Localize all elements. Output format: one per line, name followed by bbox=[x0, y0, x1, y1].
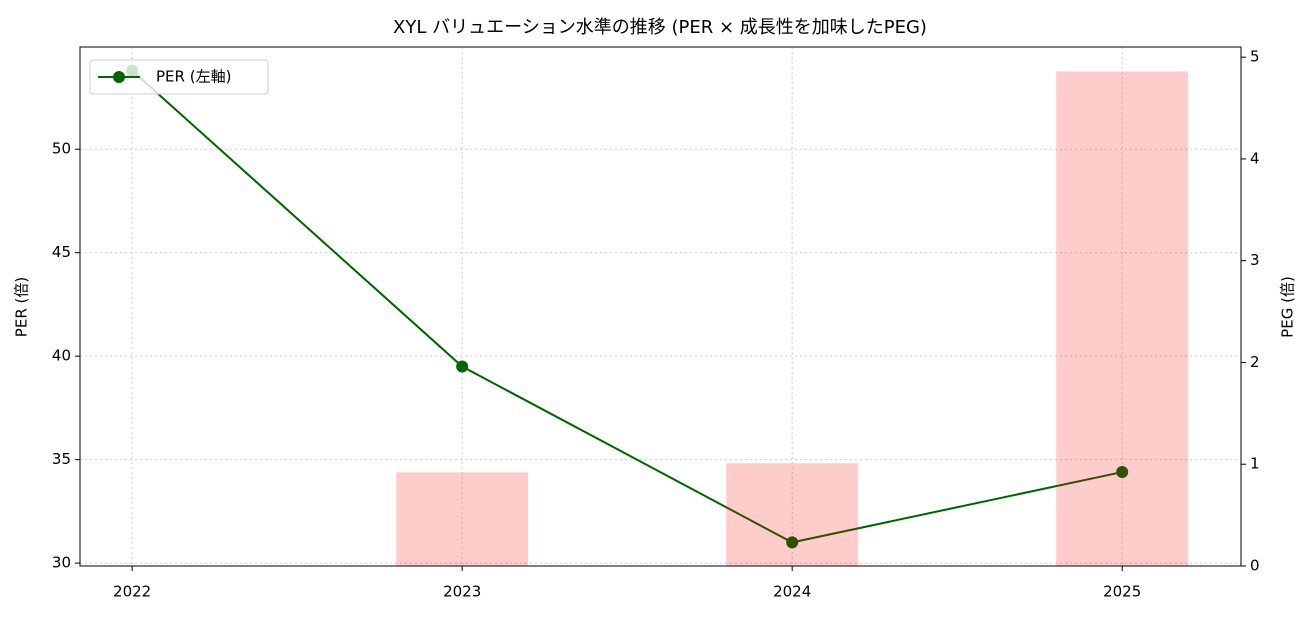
y2-tick-label: 2 bbox=[1250, 353, 1260, 371]
y-tick-label: 30 bbox=[52, 554, 71, 572]
y2-tick-label: 4 bbox=[1250, 149, 1260, 167]
bar bbox=[396, 472, 529, 566]
y2-tick-label: 1 bbox=[1250, 455, 1260, 473]
y-tick-label: 50 bbox=[52, 140, 71, 158]
plot-frame bbox=[79, 46, 1242, 567]
legend-label: PER (左軸) bbox=[156, 68, 231, 86]
line bbox=[131, 69, 1123, 544]
marker bbox=[456, 360, 469, 373]
y-tick-label: 35 bbox=[52, 450, 71, 468]
legend-marker bbox=[113, 71, 125, 83]
legend-box bbox=[89, 59, 269, 95]
marker bbox=[786, 536, 799, 549]
y-tick-label: 45 bbox=[52, 243, 71, 261]
bar bbox=[1056, 71, 1189, 567]
bar bbox=[726, 463, 859, 566]
y-tick-label: 40 bbox=[52, 347, 71, 365]
y2-tick-label: 0 bbox=[1250, 557, 1260, 575]
y2-axis-label: PEG (倍) bbox=[1279, 276, 1297, 338]
x-tick-label: 2022 bbox=[113, 583, 151, 601]
y-axis-label: PER (倍) bbox=[13, 277, 31, 337]
x-tick-label: 2024 bbox=[773, 583, 811, 601]
chart-title: XYL バリュエーション水準の推移 (PER × 成長性を加味したPEG) bbox=[393, 17, 927, 38]
x-tick-label: 2023 bbox=[443, 583, 481, 601]
y2-tick-label: 3 bbox=[1250, 251, 1260, 269]
y2-tick-label: 5 bbox=[1250, 48, 1260, 66]
marker bbox=[1116, 466, 1129, 479]
x-tick-label: 2025 bbox=[1103, 583, 1141, 601]
